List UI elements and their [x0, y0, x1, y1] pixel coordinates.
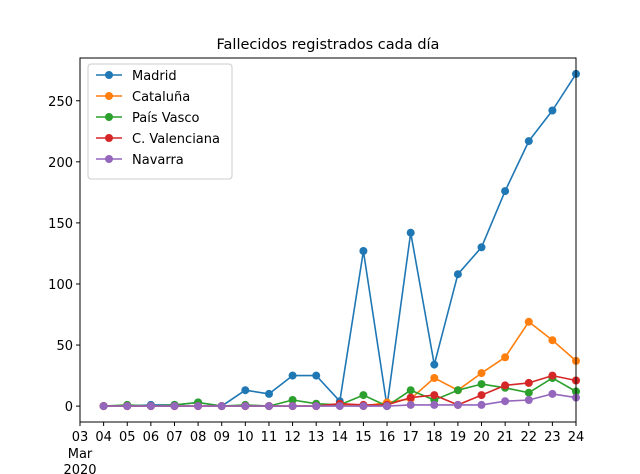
- series-4-point-17: [501, 397, 510, 406]
- chart-title: Fallecidos registrados cada día: [217, 37, 440, 53]
- x-tick-label: 17: [402, 430, 419, 445]
- y-tick-label: 0: [65, 400, 73, 415]
- series-0-point-14: [430, 360, 439, 369]
- y-tick-label: 250: [48, 95, 73, 110]
- legend-marker-2: [105, 113, 113, 121]
- series-0-point-16: [477, 243, 486, 252]
- y-tick-label: 50: [56, 339, 73, 354]
- series-4-point-5: [217, 402, 226, 411]
- series-3-point-13: [406, 393, 415, 402]
- x-tick-label: 05: [119, 430, 136, 445]
- series-1-point-19: [548, 336, 557, 345]
- legend-marker-3: [105, 134, 113, 142]
- series-4-point-19: [548, 389, 557, 398]
- x-tick-label: 23: [544, 430, 561, 445]
- series-4-point-10: [335, 402, 344, 411]
- x-tick-label: 22: [520, 430, 537, 445]
- series-3-point-19: [548, 371, 557, 380]
- x-tick-label: 04: [95, 430, 112, 445]
- series-0-point-7: [265, 389, 273, 398]
- series-0-point-9: [312, 371, 321, 380]
- series-4-point-7: [265, 402, 273, 411]
- series-1-point-14: [430, 374, 439, 382]
- series-0-point-19: [548, 106, 557, 115]
- series-4-point-16: [477, 400, 486, 409]
- y-tick-label: 150: [48, 217, 73, 232]
- axes: 0 50 100 150 200 250 03 04 05 06 07 08 09 10 11 12 13 14 1…: [48, 57, 585, 474]
- legend-label-2: País Vasco: [132, 111, 200, 126]
- x-tick-label: 19: [450, 430, 467, 445]
- x-tick-label: 13: [308, 430, 325, 445]
- series-4-point-18: [524, 396, 533, 404]
- series-4-point-3: [170, 402, 179, 411]
- x-tick-label: 15: [355, 430, 372, 445]
- series-0-point-17: [501, 187, 510, 196]
- x-tick-label: 16: [379, 430, 396, 445]
- series-0-point-6: [241, 386, 250, 395]
- series-2-point-11: [359, 391, 368, 400]
- x-tick-label: 18: [426, 430, 443, 445]
- series-4-point-2: [146, 402, 155, 411]
- axes-frame: [79, 57, 577, 423]
- series-4-point-1: [123, 402, 132, 411]
- legend-label-0: Madrid: [132, 69, 177, 84]
- x-tick-label: 07: [166, 430, 183, 445]
- series-0-point-13: [406, 228, 415, 237]
- x-tick-label: 11: [261, 430, 278, 445]
- x-tick-label: 08: [190, 430, 207, 445]
- series-2-point-8: [288, 396, 297, 404]
- series-4-point-15: [453, 400, 462, 409]
- legend-marker-1: [105, 92, 113, 100]
- x-tick-label: 10: [237, 430, 254, 445]
- series-3-point-18: [524, 378, 533, 387]
- series-4-point-4: [194, 402, 203, 411]
- legend-box: [87, 63, 233, 180]
- x-tick-label: 12: [284, 430, 301, 445]
- x-tick-label: 14: [332, 430, 349, 445]
- series-1-point-17: [501, 353, 510, 362]
- legend-label-4: Navarra: [132, 153, 184, 168]
- series-0-point-15: [453, 270, 462, 279]
- series-2-point-18: [524, 388, 533, 397]
- series-3-point-16: [477, 391, 486, 400]
- y-tick-label: 200: [48, 156, 73, 171]
- legend-marker-4: [105, 155, 113, 163]
- series-4-point-9: [312, 402, 321, 411]
- series-4-point-11: [359, 402, 368, 411]
- legend-label-3: C. Valenciana: [132, 132, 220, 147]
- series-2-point-13: [406, 386, 415, 395]
- plot-area: [99, 69, 580, 411]
- x-year-label: 2020: [63, 463, 96, 474]
- y-tick-label: 100: [48, 278, 73, 293]
- series-0-point-11: [359, 247, 368, 255]
- series-0-point-8: [288, 371, 297, 380]
- x-tick-label: 09: [213, 430, 230, 445]
- x-tick-label: 20: [473, 430, 490, 445]
- series-4-point-14: [430, 400, 439, 409]
- series-4-point-8: [288, 402, 297, 411]
- legend-label-1: Cataluña: [132, 90, 190, 105]
- legend-marker-0: [105, 71, 113, 79]
- x-tick-label: 03: [72, 430, 89, 445]
- x-tick-label: 24: [568, 430, 585, 445]
- series-3-point-17: [501, 381, 510, 390]
- series-0-point-18: [524, 137, 533, 146]
- x-tick-label: 21: [497, 430, 514, 445]
- series-2-point-16: [477, 380, 486, 389]
- series-2-point-15: [453, 386, 462, 395]
- series-4-point-13: [406, 400, 415, 409]
- series-4-point-0: [99, 402, 108, 411]
- x-tick-label: 06: [143, 430, 160, 445]
- x-month-label: Mar: [68, 447, 93, 462]
- legend: Madrid Cataluña País Vasco C. Valenciana Nav…: [87, 63, 233, 180]
- series-1-point-18: [524, 317, 533, 326]
- series-3-point-14: [430, 391, 439, 400]
- series-1-point-16: [477, 369, 486, 378]
- series-4-point-12: [383, 402, 391, 411]
- series-4-point-6: [241, 402, 250, 411]
